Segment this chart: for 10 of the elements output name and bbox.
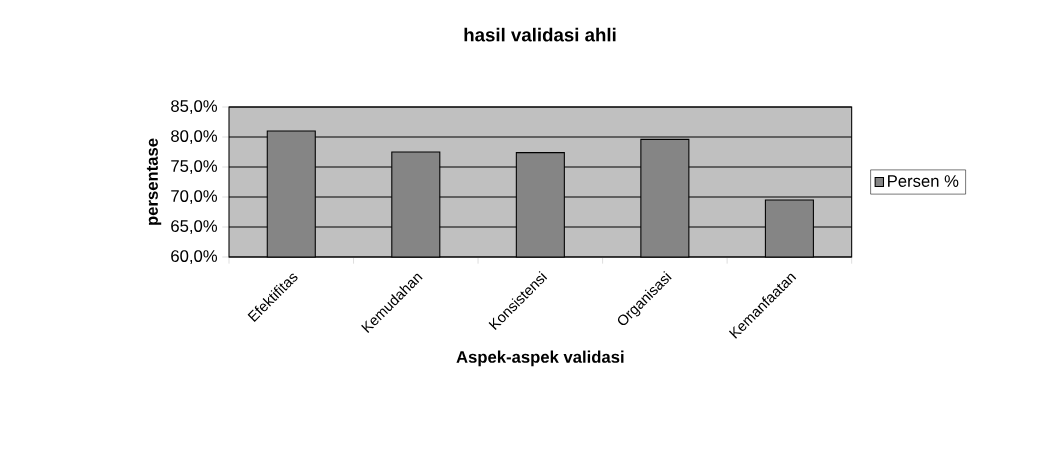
y-tick-label: 60,0% <box>171 250 218 264</box>
y-tick-label: 70,0% <box>171 190 218 204</box>
y-tick-label: 80,0% <box>171 130 218 144</box>
y-tick-label: 85,0% <box>171 100 218 114</box>
y-axis-title: persentase <box>146 138 162 225</box>
y-tick-label: 65,0% <box>171 220 218 234</box>
x-axis-title: Aspek-aspek validasi <box>456 350 624 367</box>
legend-label: Persen % <box>888 175 959 187</box>
chart-title: hasil validasi ahli <box>464 27 616 42</box>
y-tick-label: 75,0% <box>171 160 218 174</box>
